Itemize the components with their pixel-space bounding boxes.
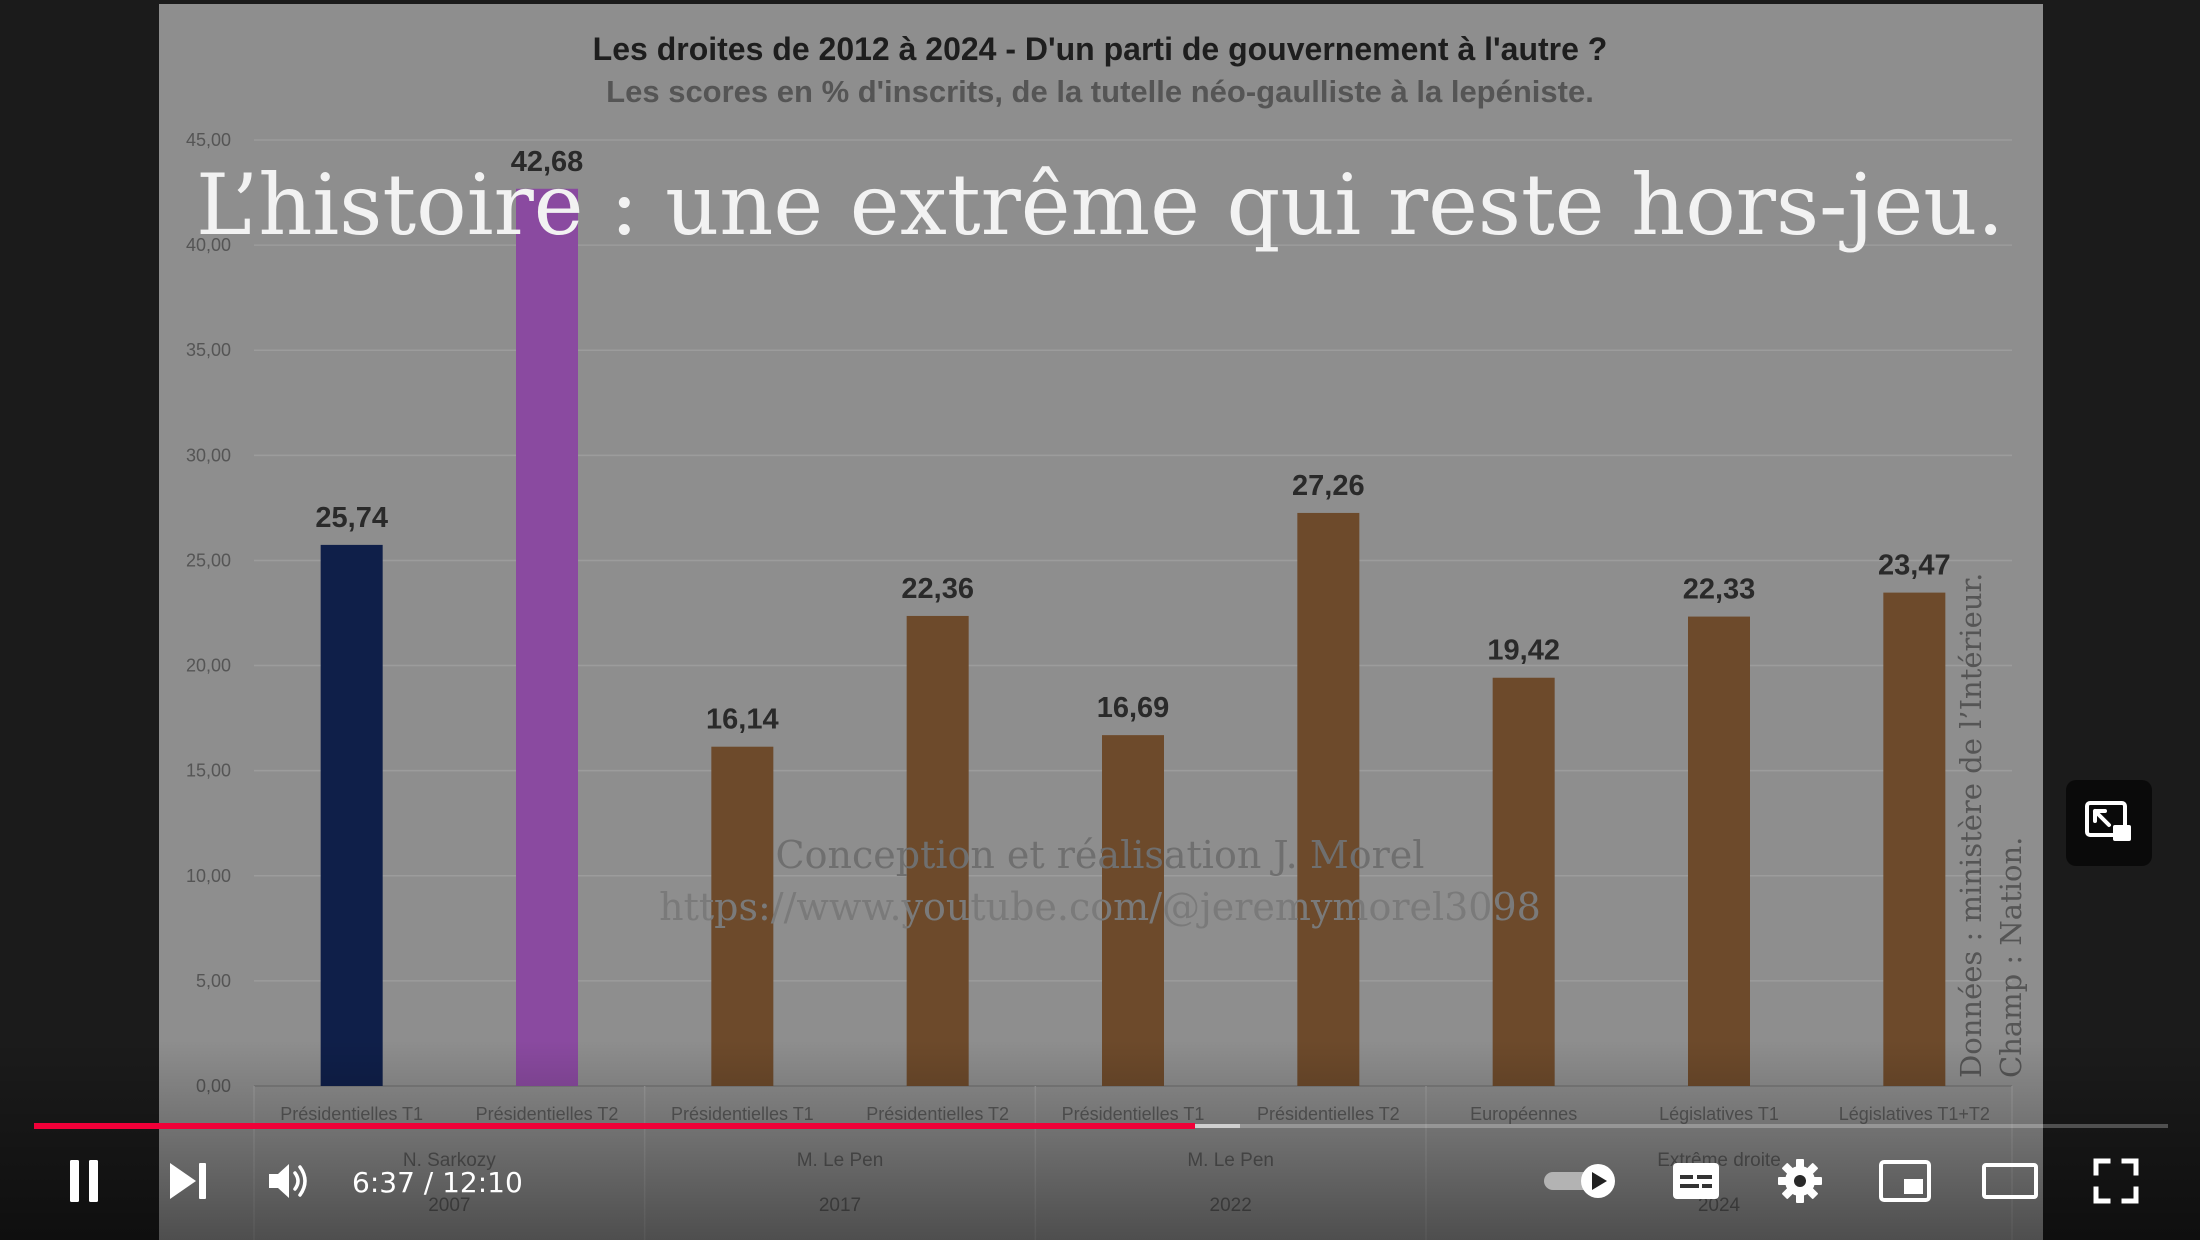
bar xyxy=(711,746,774,1086)
bar xyxy=(906,615,969,1086)
group-label: M. Le Pen xyxy=(797,1150,884,1171)
bar xyxy=(320,544,383,1086)
group-year: 2017 xyxy=(819,1195,861,1216)
data-labels: 25,74 42,68 16,14 22,36 16,69 27,26 19,42 22,33… xyxy=(315,146,1950,736)
subtitles-icon xyxy=(1671,1161,1721,1206)
group-label: N. Sarkozy xyxy=(403,1150,496,1171)
bar xyxy=(1297,512,1360,1086)
bar-value-label: 16,14 xyxy=(706,704,779,736)
y-tick-label: 25,00 xyxy=(186,550,231,570)
category-label: Présidentielles T1 xyxy=(671,1104,814,1124)
group-label: M. Le Pen xyxy=(1187,1150,1274,1171)
y-tick-label: 15,00 xyxy=(186,761,231,781)
category-label: Présidentielles T2 xyxy=(1257,1104,1400,1124)
bar-value-label: 27,26 xyxy=(1292,470,1365,502)
expand-miniplayer-icon xyxy=(2081,793,2137,854)
next-icon xyxy=(166,1161,210,1206)
bar-value-label: 42,68 xyxy=(511,146,584,178)
volume-icon xyxy=(267,1161,313,1206)
bar xyxy=(1688,616,1750,1086)
y-tick-label: 30,00 xyxy=(186,445,231,465)
bar-series xyxy=(320,188,1946,1087)
subtitles-button[interactable] xyxy=(1666,1160,1726,1206)
miniplayer-button[interactable] xyxy=(1874,1159,1936,1208)
bar-chart: 0,00 5,00 10,00 15,00 20,00 25,00 30,00 35,00 40… xyxy=(186,31,2028,1240)
watermark-credit: Conception et réalisation J. Morel xyxy=(776,833,1425,877)
y-tick-label: 40,00 xyxy=(186,235,231,255)
pause-icon xyxy=(64,1158,104,1209)
y-tick-label: 45,00 xyxy=(186,130,231,150)
video-caption-overlay: L’histoire : une extrême qui reste hors-… xyxy=(196,156,2004,254)
bar-value-label: 16,69 xyxy=(1097,692,1170,724)
fullscreen-button[interactable] xyxy=(2086,1158,2146,1208)
bar-value-label: 22,33 xyxy=(1683,574,1756,606)
category-label: Présidentielles T1 xyxy=(280,1104,423,1124)
progress-played xyxy=(34,1123,1195,1129)
group-year: 2007 xyxy=(428,1195,470,1216)
bar-value-label: 23,47 xyxy=(1878,550,1951,582)
category-label: Présidentielles T1 xyxy=(1062,1104,1205,1124)
category-label: Présidentielles T2 xyxy=(476,1104,619,1124)
miniplayer-icon xyxy=(1878,1159,1932,1208)
time-display: 6:37 / 12:10 xyxy=(352,1164,523,1202)
bar xyxy=(1102,735,1164,1086)
category-label: Législatives T1 xyxy=(1659,1104,1779,1124)
progress-bar[interactable] xyxy=(34,1122,2168,1130)
data-source-note: Données : ministère de l’Intérieur. xyxy=(1954,573,1988,1078)
gear-icon xyxy=(1777,1158,1823,1209)
volume-button[interactable] xyxy=(262,1160,318,1206)
autoplay-toggle[interactable] xyxy=(1540,1162,1624,1204)
y-axis-ticks: 0,00 5,00 10,00 15,00 20,00 25,00 30,00 35,00 40… xyxy=(186,130,231,1096)
expand-miniplayer-button[interactable] xyxy=(2066,780,2152,866)
fullscreen-icon xyxy=(2092,1157,2140,1210)
bar-value-label: 25,74 xyxy=(315,502,388,534)
category-label: Européennes xyxy=(1470,1104,1577,1124)
settings-button[interactable] xyxy=(1770,1158,1830,1208)
bar xyxy=(1492,677,1555,1086)
pause-button[interactable] xyxy=(52,1158,116,1209)
bar xyxy=(516,188,578,1087)
group-year: 2022 xyxy=(1210,1195,1252,1216)
video-frame[interactable]: 0,00 5,00 10,00 15,00 20,00 25,00 30,00 35,00 40… xyxy=(159,4,2043,1240)
y-tick-label: 5,00 xyxy=(196,971,231,991)
autoplay-toggle-icon xyxy=(1542,1161,1622,1206)
watermark-url: https://www.youtube.com/@jeremymorel3098 xyxy=(659,885,1541,929)
scope-note: Champ : Nation. xyxy=(1994,837,2028,1078)
category-label: Législatives T1+T2 xyxy=(1839,1104,1990,1124)
chart-subtitle: Les scores en % d'inscrits, de la tutell… xyxy=(606,74,1594,109)
theater-mode-icon xyxy=(1981,1161,2039,1206)
y-tick-label: 10,00 xyxy=(186,866,231,886)
bar xyxy=(1883,592,1946,1086)
theater-mode-button[interactable] xyxy=(1978,1160,2042,1206)
time-text: 6:37 / 12:10 xyxy=(352,1166,523,1199)
y-tick-label: 35,00 xyxy=(186,340,231,360)
group-year: 2024 xyxy=(1698,1195,1741,1216)
next-button[interactable] xyxy=(160,1160,216,1206)
y-tick-label: 20,00 xyxy=(186,656,231,676)
bar-value-label: 19,42 xyxy=(1487,635,1560,667)
x-axis-categories: Présidentielles T1 Présidentielles T2 Prés… xyxy=(280,1104,1990,1124)
category-label: Présidentielles T2 xyxy=(866,1104,1009,1124)
y-tick-label: 0,00 xyxy=(196,1076,231,1096)
chart-title: Les droites de 2012 à 2024 - D'un parti … xyxy=(593,31,1608,67)
bar-value-label: 22,36 xyxy=(901,573,974,605)
